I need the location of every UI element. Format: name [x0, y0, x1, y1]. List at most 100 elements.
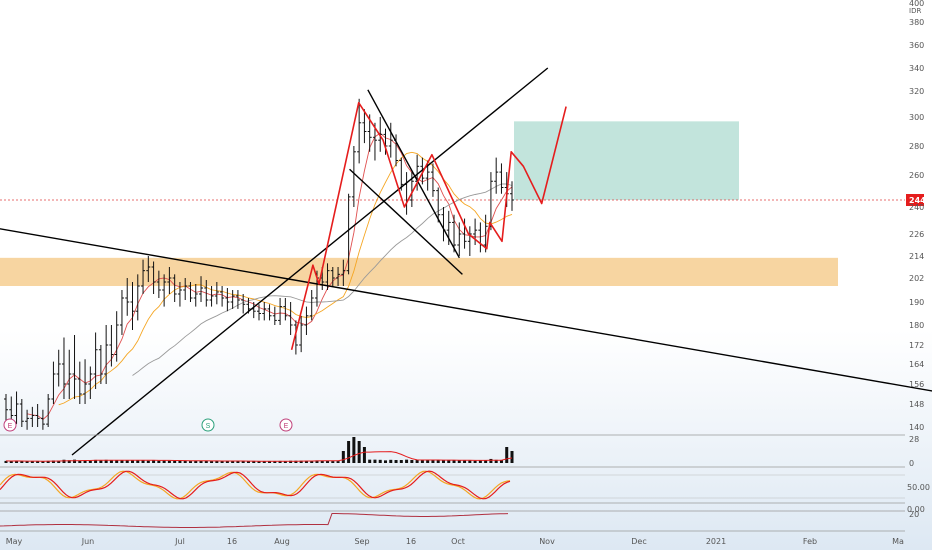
volume-average-line	[5, 451, 513, 462]
price-bar	[336, 267, 341, 286]
y-tick-label: 380	[909, 18, 924, 27]
y-tick-label: 320	[909, 87, 924, 96]
drawings-layer	[0, 67, 932, 456]
price-bar	[14, 391, 19, 425]
volume-bar	[225, 461, 229, 463]
price-bar	[488, 172, 493, 231]
price-bar	[499, 163, 504, 194]
price-bar	[156, 270, 161, 298]
price-bar	[56, 349, 61, 387]
price-bar	[225, 288, 230, 312]
price-bar	[404, 172, 409, 215]
volume-bar	[273, 461, 277, 463]
volume-bar	[410, 460, 414, 463]
price-bar	[235, 290, 240, 309]
price-bar	[288, 302, 293, 335]
volume-bar	[131, 460, 134, 463]
price-bar	[204, 280, 209, 307]
price-bar	[214, 282, 219, 305]
y-tick-label: 202	[909, 274, 924, 283]
volume-bar	[15, 460, 19, 463]
stochastic-panel	[0, 470, 905, 500]
volume-bar	[320, 460, 324, 463]
volume-bar	[262, 461, 266, 463]
volume-bar	[157, 460, 161, 463]
volume-bar	[326, 460, 330, 463]
volume-bar	[289, 460, 293, 463]
volume-bar	[57, 460, 61, 463]
volume-bar	[231, 461, 235, 463]
volume-bar	[478, 460, 482, 463]
volume-bar	[67, 460, 71, 463]
volume-bar	[78, 460, 82, 463]
volume-bar	[162, 460, 166, 463]
price-bar	[388, 122, 393, 158]
rsi-panel	[0, 513, 509, 528]
volume-bar	[441, 460, 445, 463]
x-tick-label: Feb	[803, 537, 817, 546]
price-bar	[183, 278, 188, 300]
price-bar	[67, 349, 72, 399]
volume-bar	[420, 460, 424, 463]
price-bar	[330, 267, 335, 286]
price-bar	[77, 361, 82, 404]
volume-bar	[4, 460, 8, 463]
price-bar	[262, 302, 267, 321]
price-bar	[88, 366, 93, 399]
x-tick-label: 16	[406, 537, 416, 546]
volume-bar	[210, 461, 214, 463]
price-bar	[130, 282, 135, 330]
x-tick-label: Jul	[174, 537, 185, 546]
volume-bar	[73, 459, 77, 463]
x-tick-label: Aug	[274, 537, 290, 546]
volume-bar	[357, 441, 361, 463]
volume-tick: 28	[909, 435, 919, 444]
volume-bar	[494, 459, 498, 463]
price-bar	[473, 218, 478, 245]
stoch-tick: 0.00	[907, 505, 925, 514]
volume-bar	[352, 437, 356, 463]
ma-long-line	[132, 183, 513, 376]
volume-bar	[36, 461, 40, 463]
volume-bar	[30, 461, 34, 463]
volume-bar	[384, 460, 387, 463]
price-bar	[61, 337, 66, 399]
volume-bar	[41, 461, 45, 463]
price-bar	[146, 256, 151, 282]
indicator-line	[0, 513, 509, 528]
y-tick-label: 140	[909, 423, 924, 432]
price-bar	[257, 304, 261, 321]
price-bar	[109, 325, 114, 367]
price-bar	[441, 207, 446, 242]
event-marker-label: E	[8, 423, 13, 430]
volume-bar	[152, 460, 156, 463]
volume-bar	[236, 461, 240, 463]
y-tick-label: 190	[909, 298, 924, 307]
volume-bar	[278, 460, 282, 463]
price-bar	[478, 222, 483, 253]
trendline-1	[0, 228, 932, 392]
support-zone	[0, 257, 838, 286]
price-bar	[267, 304, 272, 321]
last-price-badge	[906, 194, 924, 206]
y-tick-label: 300	[909, 113, 924, 122]
price-bar	[220, 286, 225, 307]
volume-bar	[83, 460, 87, 463]
price-bar	[299, 315, 304, 353]
price-bar	[430, 163, 435, 197]
price-bar	[51, 361, 56, 404]
volume-bar	[104, 459, 108, 463]
y-tick-label: 172	[909, 341, 924, 350]
x-tick-label: Sep	[354, 537, 369, 546]
volume-bar	[20, 461, 24, 463]
volume-bar	[194, 461, 198, 463]
price-bar	[93, 332, 98, 389]
volume-bar	[167, 460, 171, 463]
stoch-k-line	[0, 470, 511, 500]
volume-bar	[94, 459, 98, 463]
price-bar	[494, 157, 499, 194]
price-bar	[351, 146, 356, 207]
volume-bar	[347, 441, 351, 463]
y-tick-label: 148	[909, 400, 924, 409]
